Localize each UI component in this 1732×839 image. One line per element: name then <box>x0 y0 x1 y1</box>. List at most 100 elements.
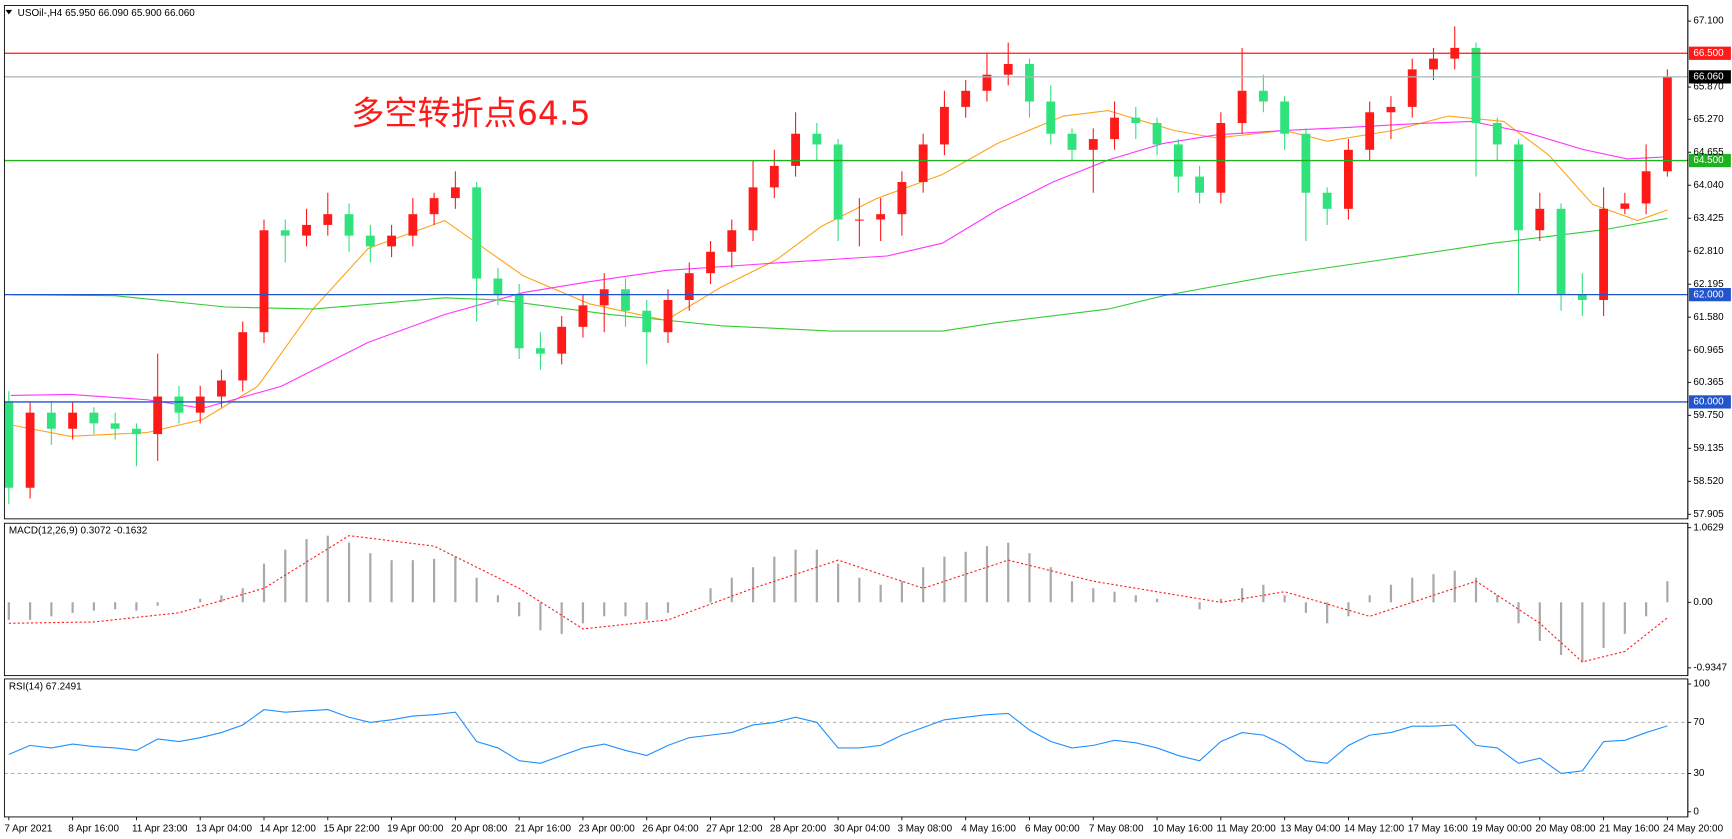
moving-average <box>10 120 1668 409</box>
candle-body <box>1152 122 1162 145</box>
candle-body <box>217 380 226 397</box>
moving-average <box>10 217 1668 332</box>
candle-body <box>812 133 822 145</box>
candle-body <box>1556 208 1566 295</box>
x-tick-label: 30 Apr 04:00 <box>834 824 891 835</box>
candle-body <box>1599 208 1609 301</box>
x-tick-label: 20 May 08:00 <box>1535 824 1596 835</box>
y-tick-label: 63.425 <box>1693 213 1724 224</box>
panel-title: USOil-,H4 65.950 66.090 65.900 66.060 <box>18 8 196 19</box>
y-tick-label: 60.365 <box>1693 377 1724 388</box>
y-tick-label: 58.520 <box>1693 476 1724 487</box>
x-tick-label: 21 May 16:00 <box>1599 824 1660 835</box>
candle-body <box>302 224 311 236</box>
y-tick-label: 59.135 <box>1693 443 1724 454</box>
x-tick-label: 7 Apr 2021 <box>4 824 52 835</box>
x-tick-label: 21 Apr 16:00 <box>515 824 572 835</box>
candle-body <box>578 305 588 327</box>
candle-body <box>1025 63 1034 102</box>
candle-body <box>514 294 524 349</box>
level-tag <box>1688 395 1731 409</box>
annotation: 多空转折点64.5 <box>351 93 590 132</box>
candle-body <box>1216 122 1226 193</box>
candle-body <box>642 310 652 333</box>
candle-body <box>408 214 418 236</box>
x-tick-label: 11 May 20:00 <box>1216 824 1276 835</box>
moving-average <box>10 110 1668 437</box>
y-tick-label: 67.100 <box>1693 16 1724 27</box>
candle-body <box>259 230 269 333</box>
x-tick-label: 19 Apr 00:00 <box>387 824 444 835</box>
candle-body <box>557 326 567 354</box>
candle-body <box>1344 149 1353 209</box>
candle-body <box>833 144 843 220</box>
candle-body <box>1492 122 1502 145</box>
x-tick-label: 20 Apr 08:00 <box>451 824 508 835</box>
x-tick-label: 27 Apr 12:00 <box>706 824 763 835</box>
y-tick-label: 64.040 <box>1693 180 1724 191</box>
candle-body <box>940 106 949 145</box>
x-tick-label: 14 Apr 12:00 <box>260 824 317 835</box>
candle-body <box>1131 117 1141 123</box>
candle-body <box>195 396 205 413</box>
y-tick-label: 100 <box>1693 679 1710 690</box>
x-tick-label: 15 Apr 22:00 <box>323 824 380 835</box>
y-tick-label: 61.580 <box>1693 312 1724 323</box>
candle-body <box>1301 133 1311 193</box>
x-tick-label: 10 May 16:00 <box>1153 824 1214 835</box>
candle-body <box>599 289 609 306</box>
level-tag <box>1688 46 1731 60</box>
candle-body <box>238 332 248 381</box>
candle-body <box>1322 192 1332 209</box>
candle-body <box>1535 208 1545 231</box>
candle-body <box>89 412 99 424</box>
candle-body <box>1067 133 1077 150</box>
candle-body <box>25 412 35 488</box>
candle-body <box>621 289 630 311</box>
y-tick-label: 30 <box>1693 768 1705 779</box>
panel-title: RSI(14) 67.2491 <box>9 681 82 692</box>
y-tick-label: 59.750 <box>1693 410 1724 421</box>
candle-body <box>961 90 971 107</box>
y-tick-label: 57.905 <box>1693 509 1724 520</box>
x-tick-label: 26 Apr 04:00 <box>642 824 699 835</box>
candle-body <box>1003 63 1013 75</box>
x-tick-label: 3 May 08:00 <box>897 824 952 835</box>
candle-body <box>1620 203 1630 209</box>
y-tick-label: 65.870 <box>1693 82 1724 93</box>
candle-body <box>131 428 141 435</box>
candle-body <box>706 251 715 274</box>
candle-body <box>536 348 545 354</box>
x-tick-label: 14 May 12:00 <box>1344 824 1405 835</box>
x-tick-label: 6 May 00:00 <box>1025 824 1080 835</box>
candle-body <box>727 230 737 252</box>
y-tick-label: 64.655 <box>1693 147 1724 158</box>
candle-body <box>1365 112 1375 150</box>
candle-body <box>1407 69 1417 107</box>
candle-body <box>68 412 78 429</box>
x-tick-label: 11 Apr 23:00 <box>132 824 188 835</box>
x-tick-label: 17 May 16:00 <box>1408 824 1469 835</box>
y-tick-label: 60.965 <box>1693 345 1724 356</box>
y-tick-label: 70 <box>1693 717 1705 728</box>
candle-body <box>1662 76 1672 172</box>
y-tick-label: 1.0629 <box>1693 522 1724 533</box>
level-label: 60.000 <box>1693 397 1724 408</box>
candle-body <box>153 396 163 435</box>
x-tick-label: 13 Apr 04:00 <box>196 824 253 835</box>
candle-body <box>854 219 864 221</box>
candle-body <box>387 235 396 247</box>
collapse-icon[interactable] <box>5 9 13 15</box>
candle-body <box>1577 294 1587 301</box>
y-tick-label: 62.195 <box>1693 279 1724 290</box>
candle-body <box>982 74 992 91</box>
x-tick-label: 24 May 20:00 <box>1663 824 1724 835</box>
x-tick-label: 19 May 00:00 <box>1472 824 1533 835</box>
candle-body <box>1237 90 1247 123</box>
candle-body <box>1280 101 1290 134</box>
candle-body <box>450 187 460 199</box>
y-tick-label: 62.810 <box>1693 246 1724 257</box>
candle-body <box>46 412 56 429</box>
